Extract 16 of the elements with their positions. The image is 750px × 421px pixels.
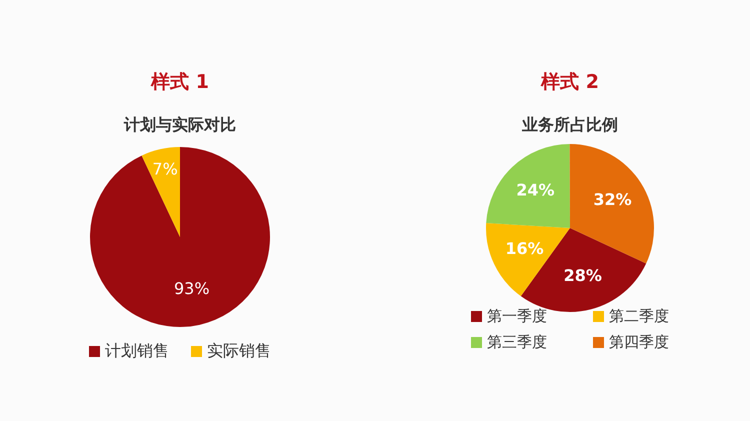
legend-label: 计划销售 bbox=[105, 341, 169, 361]
data-label: 7% bbox=[152, 159, 178, 178]
data-label: 32% bbox=[593, 190, 632, 209]
data-label: 16% bbox=[505, 238, 544, 258]
legend-label: 第三季度 bbox=[487, 333, 547, 352]
legend-label: 第二季度 bbox=[609, 307, 669, 326]
chart-subtitle: 计划与实际对比 bbox=[122, 114, 237, 136]
chart-subtitle: 业务所占比例 bbox=[521, 114, 619, 136]
legend-label: 第四季度 bbox=[609, 333, 669, 352]
legend-label: 第一季度 bbox=[487, 307, 547, 326]
chart-title: 样式 1 bbox=[150, 70, 210, 94]
data-label: 28% bbox=[564, 266, 602, 285]
data-label: 24% bbox=[516, 180, 555, 200]
legend-label: 实际销售 bbox=[207, 341, 271, 361]
data-label: 93% bbox=[174, 278, 210, 298]
chart-title: 样式 2 bbox=[540, 70, 600, 94]
